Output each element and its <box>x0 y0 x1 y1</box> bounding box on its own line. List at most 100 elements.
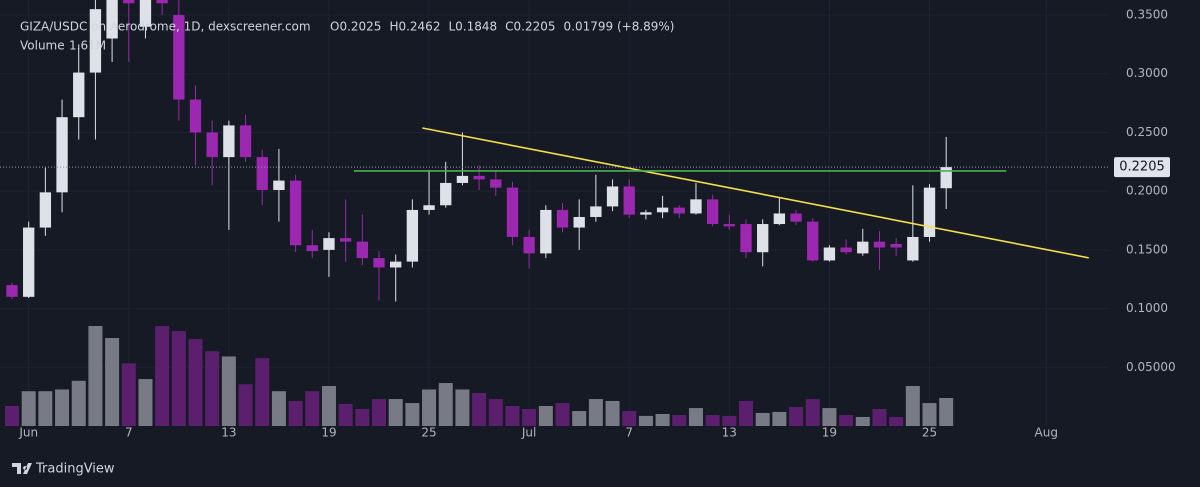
candle-body <box>323 238 335 250</box>
volume-bar <box>71 380 86 426</box>
volume-bar <box>188 339 203 426</box>
candle-body <box>540 209 552 254</box>
volume-bar <box>772 411 787 426</box>
y-tick-label: 0.05000 <box>1126 360 1176 374</box>
volume-bar <box>672 415 687 426</box>
volume-bar <box>221 356 236 426</box>
candle-body <box>356 241 368 259</box>
volume-bar <box>21 391 36 426</box>
volume-bar <box>622 411 637 426</box>
candle-body <box>873 241 886 248</box>
candle-body <box>106 0 118 39</box>
volume-bar <box>572 411 587 426</box>
volume-bar <box>839 415 854 426</box>
candle-body <box>139 0 152 27</box>
ohlc-label: H0.2462 <box>389 20 440 34</box>
y-tick-label: 0.3000 <box>1126 66 1168 80</box>
volume-bar <box>705 415 720 426</box>
candle-body <box>706 199 719 225</box>
candle-body <box>740 224 752 253</box>
candle-body <box>390 261 402 268</box>
last-price-box <box>1114 157 1170 178</box>
volume-bar <box>805 399 820 426</box>
volume-title: Volume <box>20 39 65 53</box>
ohlc-label: O0.2025 <box>330 20 381 34</box>
volume-bar <box>739 400 754 426</box>
volume-bar <box>505 406 520 426</box>
candle-body <box>239 125 252 158</box>
candle-body <box>406 209 419 262</box>
y-tick-label: 0.2500 <box>1126 125 1168 139</box>
candle-body <box>6 285 18 297</box>
candle-body <box>606 186 619 207</box>
candle-body <box>23 227 35 297</box>
y-tick-label: 0.1000 <box>1126 301 1168 315</box>
candle-body <box>440 182 452 206</box>
volume-bar <box>271 391 286 426</box>
volume-bar <box>722 415 737 426</box>
volume-bar <box>555 403 570 426</box>
volume-bar <box>121 363 136 426</box>
volume-bar <box>922 403 937 426</box>
candle-body <box>623 186 635 215</box>
volume-bar <box>638 415 653 426</box>
ohlc-label: 0.01799 (+8.89%) <box>564 20 675 34</box>
candle-body <box>423 205 435 210</box>
candle-body <box>640 212 652 215</box>
volume-bar <box>488 399 503 426</box>
candle-body <box>173 15 185 100</box>
candle-body <box>456 175 469 183</box>
chart-title: GIZA/USDC on Aerodrome, 1D, dexscreener.… <box>20 20 311 34</box>
volume-bar <box>422 389 437 426</box>
volume-bar <box>905 386 920 426</box>
x-tick-label: 13 <box>221 426 236 440</box>
volume-bar <box>88 326 103 426</box>
volume-bar <box>305 391 320 426</box>
candle-body <box>89 9 102 73</box>
volume-bar <box>755 412 770 426</box>
volume-bar <box>55 389 70 426</box>
ohlc-label: L0.1848 <box>448 20 497 34</box>
volume-bar <box>538 406 553 426</box>
candle-body <box>573 216 585 228</box>
x-tick-label: 7 <box>625 426 633 440</box>
volume-bar <box>205 351 220 426</box>
candle-body <box>773 213 786 225</box>
candle-body <box>289 180 302 246</box>
x-tick-label: 25 <box>922 426 937 440</box>
volume-bar <box>889 416 904 426</box>
logo: TradingView <box>12 462 115 477</box>
volume-label: 1.61M <box>69 39 106 53</box>
candle-body <box>373 258 385 268</box>
candle-body <box>39 192 52 228</box>
candle-body <box>123 0 135 4</box>
volume-bar <box>438 383 453 426</box>
candle-body <box>790 213 802 222</box>
volume-bar <box>455 389 470 426</box>
volume-bar <box>939 398 954 426</box>
ohlc-label: C0.2205 <box>505 20 555 34</box>
volume-bar <box>405 403 420 426</box>
volume-bar <box>372 399 387 426</box>
candle-body <box>189 99 202 133</box>
candle-body <box>256 157 268 190</box>
logo-icon <box>12 463 32 474</box>
volume-bar <box>171 331 186 426</box>
candle-body <box>757 224 769 253</box>
candle-body <box>156 0 168 4</box>
candle-body <box>473 175 485 180</box>
candle-body <box>490 179 502 188</box>
candle-body <box>923 187 936 237</box>
volume-bar <box>588 399 603 426</box>
volume-bar <box>38 391 53 426</box>
drawn-line <box>422 127 1089 259</box>
x-tick-label: 25 <box>421 426 436 440</box>
volume-bar <box>789 407 804 426</box>
candle-body <box>73 72 85 118</box>
volume-bar <box>105 338 120 426</box>
y-tick-label: 0.2000 <box>1126 184 1168 198</box>
volume-bar <box>388 399 403 426</box>
candle-body <box>206 132 218 158</box>
plot-area <box>0 0 1108 426</box>
